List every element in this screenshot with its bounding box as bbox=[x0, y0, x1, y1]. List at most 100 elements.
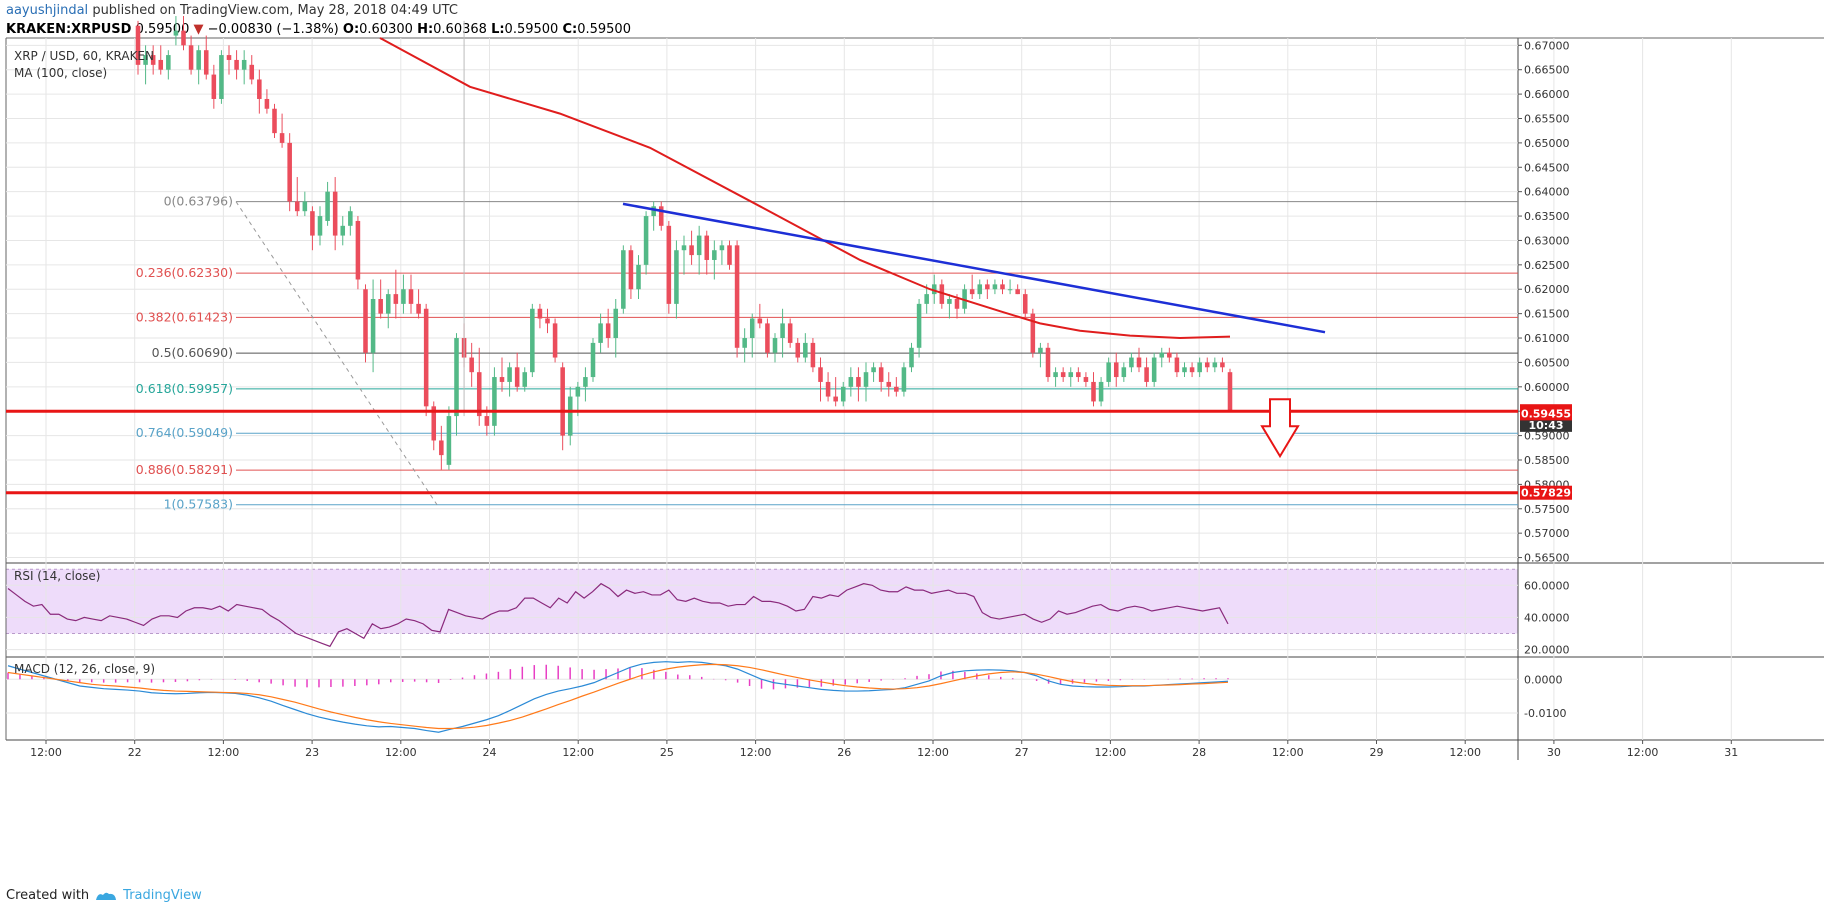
candle-body bbox=[969, 289, 975, 295]
candle-down bbox=[393, 269, 399, 319]
candle-up bbox=[530, 303, 535, 378]
fib-level-label: 0.382(0.61423) bbox=[136, 309, 233, 324]
candle-body bbox=[962, 289, 967, 309]
candle-up bbox=[1197, 357, 1202, 378]
candle-up bbox=[749, 313, 755, 358]
published-text: published on TradingView.com, May 28, 20… bbox=[92, 3, 458, 18]
candle-down bbox=[203, 35, 209, 80]
candle-down bbox=[476, 347, 482, 426]
candle-body bbox=[856, 377, 861, 387]
tradingview-brand-link[interactable]: TradingView bbox=[123, 888, 202, 903]
candle-body bbox=[992, 284, 998, 290]
candle-down bbox=[825, 372, 831, 402]
candle-down bbox=[605, 308, 611, 348]
x-tick-label: 26 bbox=[837, 746, 851, 759]
candle-body bbox=[886, 381, 892, 387]
candle-body bbox=[727, 245, 732, 265]
candle-body bbox=[1060, 372, 1066, 378]
candle-body bbox=[249, 64, 255, 80]
candle-down bbox=[499, 357, 505, 392]
x-tick-label: 12:00 bbox=[208, 746, 240, 759]
candle-body bbox=[1045, 347, 1051, 378]
candle-body bbox=[787, 323, 793, 343]
x-tick-label: 31 bbox=[1724, 746, 1738, 759]
candle-body bbox=[1022, 294, 1028, 314]
y-tick-label: 0.58500 bbox=[1524, 454, 1570, 467]
candle-down bbox=[1189, 362, 1195, 378]
candle-body bbox=[241, 59, 247, 70]
candle-down bbox=[1113, 352, 1119, 387]
close-label: C: bbox=[562, 22, 578, 37]
y-tick-label: 0.63000 bbox=[1524, 234, 1570, 247]
candle-down bbox=[378, 279, 383, 319]
axes: 12:00 22 12:00 23 12:00 24 12:00 25 12:00 26 12:00… bbox=[30, 39, 1738, 759]
candle-body bbox=[924, 294, 929, 304]
candle-up bbox=[962, 284, 967, 314]
candle-down bbox=[552, 318, 558, 363]
candle-down bbox=[1045, 342, 1051, 382]
candle-down bbox=[272, 103, 277, 139]
candle-down bbox=[1227, 368, 1233, 412]
created-with-label: Created with bbox=[6, 888, 90, 903]
candle-body bbox=[901, 367, 907, 392]
candle-body bbox=[1197, 362, 1202, 373]
candle-down bbox=[1022, 289, 1028, 319]
candle-body bbox=[704, 235, 710, 260]
candle-body bbox=[1121, 367, 1127, 378]
candle-body bbox=[810, 342, 816, 368]
candle-body bbox=[537, 308, 543, 319]
candle-up bbox=[401, 274, 406, 314]
candle-up bbox=[992, 279, 998, 295]
candle-body bbox=[203, 50, 209, 75]
candle-body bbox=[181, 30, 186, 46]
candle-up bbox=[143, 45, 148, 85]
candle-up bbox=[772, 333, 778, 363]
y-tick-label: 0.60000 bbox=[1524, 381, 1570, 394]
candle-down bbox=[757, 303, 763, 329]
candle-down bbox=[833, 377, 838, 407]
candle-body bbox=[492, 377, 497, 426]
candle-body bbox=[1068, 372, 1074, 378]
candle-down bbox=[1167, 347, 1172, 363]
candle-down bbox=[279, 113, 285, 148]
candle-up bbox=[613, 299, 619, 358]
candle-body bbox=[712, 250, 717, 260]
candle-body bbox=[370, 299, 376, 353]
candle-body bbox=[681, 245, 687, 251]
ma-indicator-label: MA (100, close) bbox=[14, 66, 107, 80]
candle-body bbox=[772, 338, 778, 353]
candle-down bbox=[658, 201, 664, 231]
candle-body bbox=[401, 289, 406, 304]
y-tick-label: 0.66000 bbox=[1524, 88, 1570, 101]
author-link[interactable]: aayushjindal bbox=[6, 3, 89, 18]
candle-up bbox=[1038, 342, 1043, 368]
candle-body bbox=[636, 264, 641, 290]
candle-down bbox=[211, 64, 217, 109]
candle-up bbox=[241, 50, 247, 85]
fib-level-label: 0.5(0.60690) bbox=[152, 345, 233, 360]
candle-up bbox=[340, 216, 346, 246]
candle-down bbox=[1204, 357, 1210, 373]
candle-body bbox=[530, 308, 535, 373]
x-tick-label: 12:00 bbox=[1272, 746, 1304, 759]
y-tick-label: 0.61000 bbox=[1524, 332, 1570, 345]
candle-down bbox=[795, 338, 801, 363]
x-tick-label: 12:00 bbox=[1095, 746, 1127, 759]
y-tick-label: 0.65000 bbox=[1524, 137, 1570, 150]
candle-up bbox=[1007, 279, 1013, 295]
candle-down bbox=[294, 177, 300, 217]
candle-down bbox=[514, 352, 520, 392]
candle-body bbox=[871, 367, 876, 373]
candle-body bbox=[264, 98, 270, 109]
candle-body bbox=[780, 323, 785, 339]
candle-body bbox=[1204, 362, 1210, 368]
y-tick-label: 0.66500 bbox=[1524, 64, 1570, 77]
candle-up bbox=[348, 206, 353, 236]
candle-down bbox=[734, 240, 740, 358]
candle-body bbox=[484, 416, 490, 426]
candle-down bbox=[150, 45, 156, 75]
candle-body bbox=[1038, 347, 1043, 353]
candle-down bbox=[1060, 367, 1066, 382]
x-tick-label: 12:00 bbox=[30, 746, 62, 759]
